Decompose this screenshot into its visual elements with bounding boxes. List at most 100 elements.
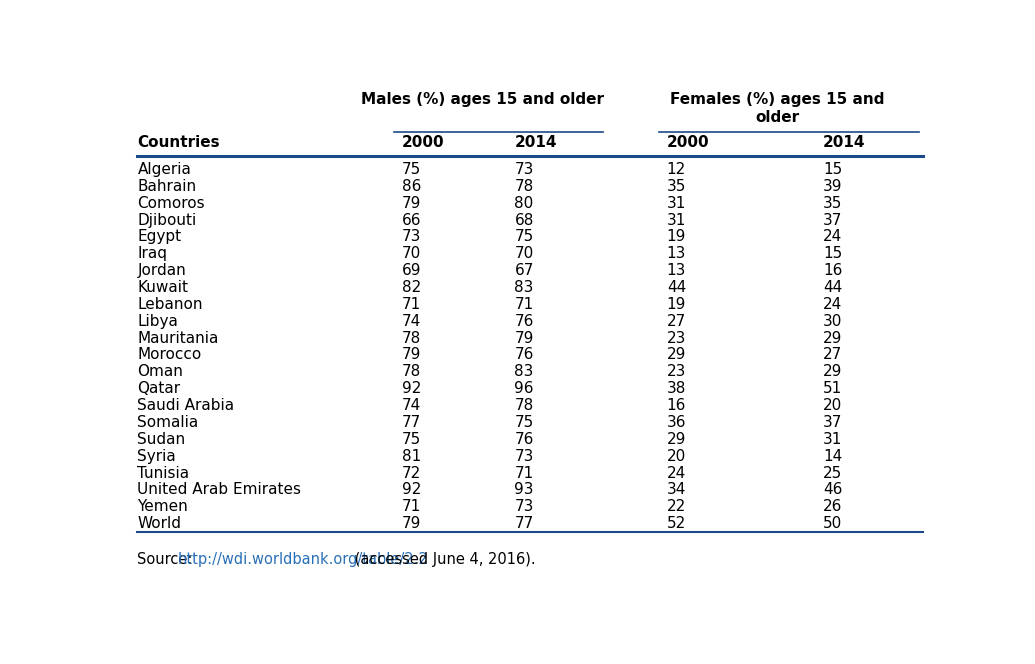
Text: (accessed June 4, 2016).: (accessed June 4, 2016). — [350, 552, 535, 566]
Text: Djibouti: Djibouti — [138, 212, 197, 228]
Text: Source:: Source: — [138, 552, 198, 566]
Text: 74: 74 — [402, 398, 421, 413]
Text: Females (%) ages 15 and
older: Females (%) ages 15 and older — [670, 92, 884, 125]
Text: 75: 75 — [514, 229, 534, 244]
Text: 51: 51 — [823, 381, 842, 396]
Text: 50: 50 — [823, 516, 842, 531]
Text: 37: 37 — [823, 415, 842, 430]
Text: 86: 86 — [402, 179, 421, 194]
Text: Syria: Syria — [138, 449, 176, 463]
Text: 16: 16 — [667, 398, 686, 413]
Text: Kuwait: Kuwait — [138, 280, 188, 295]
Text: Saudi Arabia: Saudi Arabia — [138, 398, 235, 413]
Text: 75: 75 — [514, 415, 534, 430]
Text: 24: 24 — [823, 229, 842, 244]
Text: Lebanon: Lebanon — [138, 297, 203, 312]
Text: Iraq: Iraq — [138, 246, 168, 261]
Text: Countries: Countries — [138, 135, 220, 150]
Text: Oman: Oman — [138, 365, 183, 379]
Text: Comoros: Comoros — [138, 196, 205, 210]
Text: 73: 73 — [402, 229, 421, 244]
Text: 76: 76 — [514, 347, 534, 363]
Text: Egypt: Egypt — [138, 229, 181, 244]
Text: 92: 92 — [402, 381, 421, 396]
Text: 24: 24 — [667, 465, 686, 481]
Text: 76: 76 — [514, 432, 534, 447]
Text: 79: 79 — [402, 516, 421, 531]
Text: 73: 73 — [514, 449, 534, 463]
Text: 2000: 2000 — [402, 135, 445, 150]
Text: 34: 34 — [667, 483, 686, 497]
Text: 92: 92 — [402, 483, 421, 497]
Text: 19: 19 — [667, 229, 686, 244]
Text: 24: 24 — [823, 297, 842, 312]
Text: 31: 31 — [667, 196, 686, 210]
Text: 37: 37 — [823, 212, 842, 228]
Text: 71: 71 — [402, 499, 421, 515]
Text: 93: 93 — [514, 483, 534, 497]
Text: 44: 44 — [823, 280, 842, 295]
Text: 70: 70 — [514, 246, 534, 261]
Text: 79: 79 — [402, 347, 421, 363]
Text: 83: 83 — [514, 280, 534, 295]
Text: 78: 78 — [514, 179, 534, 194]
Text: 27: 27 — [667, 313, 686, 329]
Text: World: World — [138, 516, 181, 531]
Text: Males (%) ages 15 and older: Males (%) ages 15 and older — [361, 92, 603, 108]
Text: 75: 75 — [402, 432, 421, 447]
Text: Jordan: Jordan — [138, 263, 186, 278]
Text: Morocco: Morocco — [138, 347, 202, 363]
Text: 71: 71 — [514, 297, 534, 312]
Text: 30: 30 — [823, 313, 842, 329]
Text: 26: 26 — [823, 499, 842, 515]
Text: 2014: 2014 — [823, 135, 865, 150]
Text: 20: 20 — [823, 398, 842, 413]
Text: 13: 13 — [667, 246, 686, 261]
Text: 14: 14 — [823, 449, 842, 463]
Text: Somalia: Somalia — [138, 415, 199, 430]
Text: 29: 29 — [823, 365, 842, 379]
Text: 22: 22 — [667, 499, 686, 515]
Text: 23: 23 — [667, 365, 686, 379]
Text: 72: 72 — [402, 465, 421, 481]
Text: 96: 96 — [514, 381, 534, 396]
Text: 13: 13 — [667, 263, 686, 278]
Text: 15: 15 — [823, 246, 842, 261]
Text: 79: 79 — [402, 196, 421, 210]
Text: 12: 12 — [667, 162, 686, 177]
Text: Yemen: Yemen — [138, 499, 188, 515]
Text: 29: 29 — [823, 331, 842, 345]
Text: 77: 77 — [402, 415, 421, 430]
Text: 69: 69 — [402, 263, 421, 278]
Text: 75: 75 — [402, 162, 421, 177]
Text: 2014: 2014 — [514, 135, 557, 150]
Text: 2000: 2000 — [667, 135, 709, 150]
Text: Bahrain: Bahrain — [138, 179, 197, 194]
Text: 70: 70 — [402, 246, 421, 261]
Text: 77: 77 — [514, 516, 534, 531]
Text: 68: 68 — [514, 212, 534, 228]
Text: Libya: Libya — [138, 313, 178, 329]
Text: 71: 71 — [402, 297, 421, 312]
Text: 73: 73 — [514, 162, 534, 177]
Text: United Arab Emirates: United Arab Emirates — [138, 483, 301, 497]
Text: 44: 44 — [667, 280, 686, 295]
Text: 78: 78 — [402, 365, 421, 379]
Text: 35: 35 — [823, 196, 842, 210]
Text: 16: 16 — [823, 263, 842, 278]
Text: 83: 83 — [514, 365, 534, 379]
Text: 25: 25 — [823, 465, 842, 481]
Text: 71: 71 — [514, 465, 534, 481]
Text: Sudan: Sudan — [138, 432, 185, 447]
Text: 27: 27 — [823, 347, 842, 363]
Text: 38: 38 — [667, 381, 686, 396]
Text: 23: 23 — [667, 331, 686, 345]
Text: 31: 31 — [667, 212, 686, 228]
Text: 20: 20 — [667, 449, 686, 463]
Text: http://wdi.worldbank.org/table/2.2: http://wdi.worldbank.org/table/2.2 — [178, 552, 428, 566]
Text: 79: 79 — [514, 331, 534, 345]
Text: 82: 82 — [402, 280, 421, 295]
Text: 29: 29 — [667, 432, 686, 447]
Text: 81: 81 — [402, 449, 421, 463]
Text: 78: 78 — [514, 398, 534, 413]
